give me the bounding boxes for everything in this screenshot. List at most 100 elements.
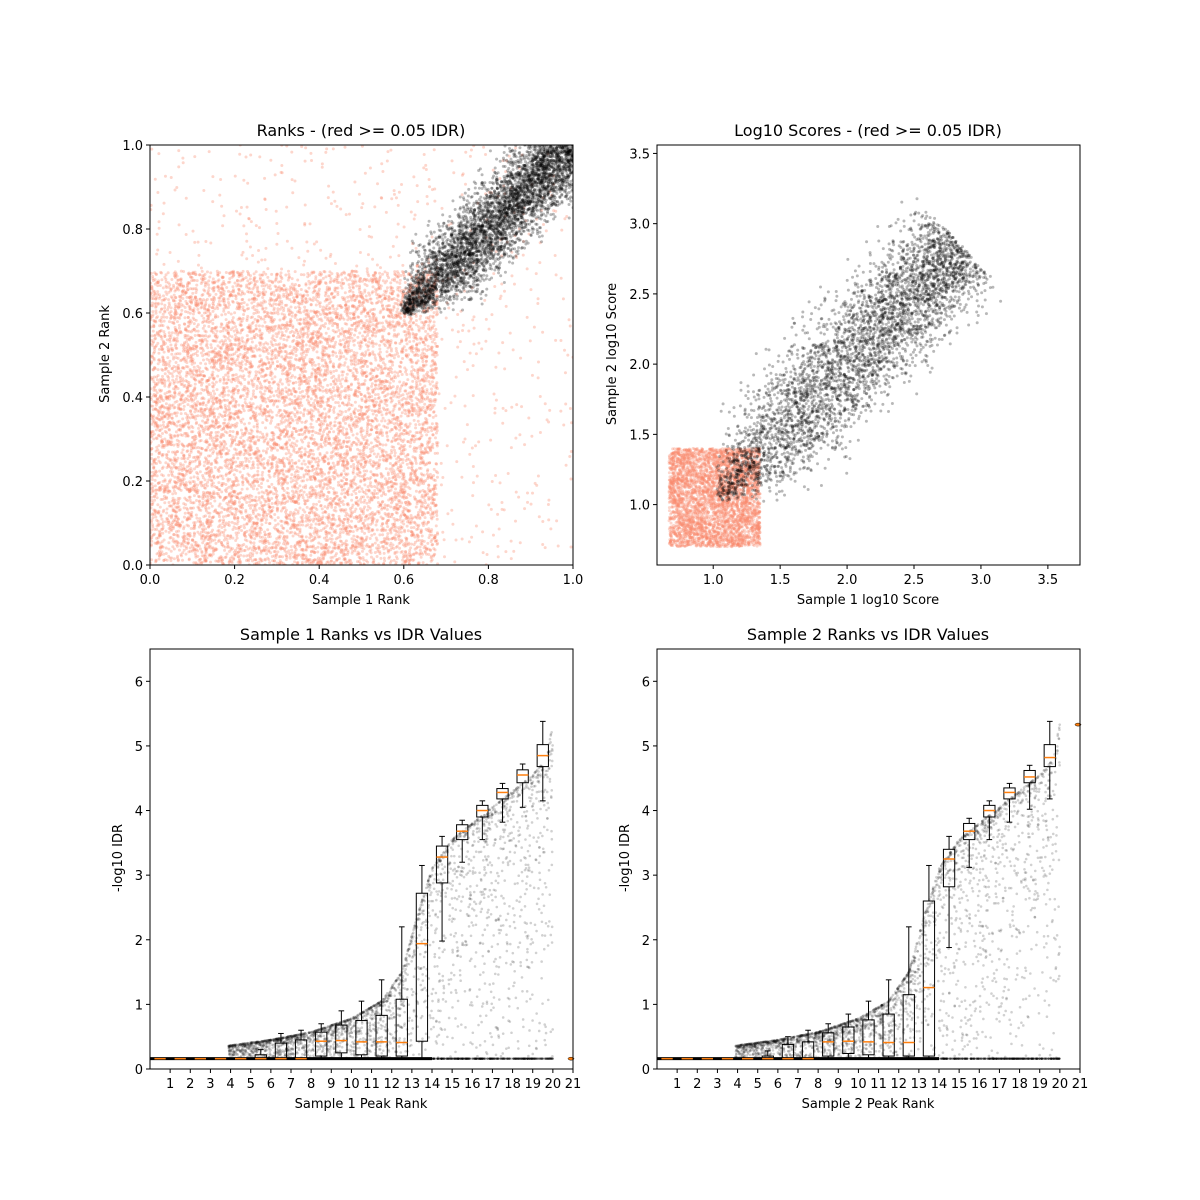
data-point <box>234 513 238 517</box>
data-point <box>212 492 216 496</box>
data-point <box>320 412 324 416</box>
data-point <box>384 379 388 383</box>
data-point <box>194 465 198 469</box>
data-point <box>386 550 390 554</box>
data-point <box>376 393 380 397</box>
data-point <box>370 515 374 519</box>
data-point <box>367 274 371 278</box>
data-point <box>291 534 295 538</box>
data-point <box>388 295 392 299</box>
data-point <box>339 354 343 358</box>
data-point <box>410 390 414 394</box>
data-point <box>323 346 327 350</box>
data-point <box>202 524 206 528</box>
data-point <box>150 558 154 562</box>
data-point <box>336 480 340 484</box>
data-point <box>325 495 329 499</box>
data-point <box>379 556 383 560</box>
data-point <box>198 547 202 551</box>
data-point <box>226 301 230 305</box>
data-point <box>266 352 270 356</box>
data-point <box>209 297 213 301</box>
data-point <box>333 394 337 398</box>
data-point <box>187 557 191 561</box>
data-point <box>343 322 347 326</box>
data-point <box>403 330 407 334</box>
data-point <box>279 365 283 369</box>
data-point <box>353 400 357 404</box>
data-point <box>293 270 297 274</box>
data-point <box>276 479 280 483</box>
data-point <box>264 306 268 310</box>
data-point <box>393 522 397 526</box>
data-point <box>364 492 368 496</box>
data-point <box>236 543 240 547</box>
data-point <box>248 287 252 291</box>
data-point <box>376 496 380 500</box>
data-point <box>214 434 218 438</box>
data-point <box>390 313 394 317</box>
data-point <box>264 437 268 441</box>
data-point <box>153 337 157 341</box>
data-point <box>221 421 225 425</box>
data-point <box>268 561 272 565</box>
data-point <box>269 386 273 390</box>
data-point <box>369 555 373 559</box>
data-point <box>390 439 394 443</box>
data-point <box>343 495 347 499</box>
data-point <box>417 534 421 538</box>
y-tick-label: 0.4 <box>122 391 143 406</box>
data-point <box>344 436 348 440</box>
data-point <box>208 501 212 505</box>
data-point <box>159 513 163 517</box>
data-point <box>349 428 353 432</box>
data-point <box>276 550 280 554</box>
ranks-scatter-panel: Ranks - (red >= 0.05 IDR) Sample 1 Rank … <box>98 121 583 608</box>
data-point <box>246 290 250 294</box>
data-point <box>231 300 235 304</box>
data-point <box>380 413 384 417</box>
data-point <box>421 427 425 431</box>
data-point <box>392 558 396 562</box>
data-point <box>326 383 330 387</box>
data-point <box>269 319 273 323</box>
data-point <box>334 369 338 373</box>
data-point <box>309 338 313 342</box>
data-point <box>157 459 161 463</box>
data-point <box>184 374 188 378</box>
data-point <box>292 387 296 391</box>
data-point <box>341 370 345 374</box>
data-point <box>371 312 375 316</box>
y-axis-label: Sample 2 Rank <box>98 305 113 403</box>
data-point <box>220 294 224 298</box>
data-point <box>311 464 315 468</box>
data-point <box>320 445 324 449</box>
data-point <box>298 454 302 458</box>
data-point <box>368 310 372 314</box>
data-point <box>323 368 327 372</box>
data-point <box>419 314 423 318</box>
data-point <box>394 511 398 515</box>
data-point <box>427 520 431 524</box>
y-tick-label: 0.0 <box>122 559 143 574</box>
data-point <box>250 494 254 498</box>
data-point <box>150 523 154 527</box>
data-point <box>382 454 386 458</box>
data-point <box>328 485 332 489</box>
data-point <box>154 272 158 276</box>
data-point <box>331 379 335 383</box>
data-point <box>416 405 420 409</box>
data-point <box>269 462 273 466</box>
data-point <box>383 512 387 516</box>
data-point <box>213 465 217 469</box>
data-point <box>170 352 174 356</box>
data-point <box>238 561 242 565</box>
data-point <box>348 286 352 290</box>
data-point <box>323 505 327 509</box>
data-point <box>386 323 390 327</box>
data-point <box>340 278 344 282</box>
data-point <box>210 404 214 408</box>
data-point <box>268 346 272 350</box>
data-point <box>395 335 399 339</box>
data-point <box>245 350 249 354</box>
